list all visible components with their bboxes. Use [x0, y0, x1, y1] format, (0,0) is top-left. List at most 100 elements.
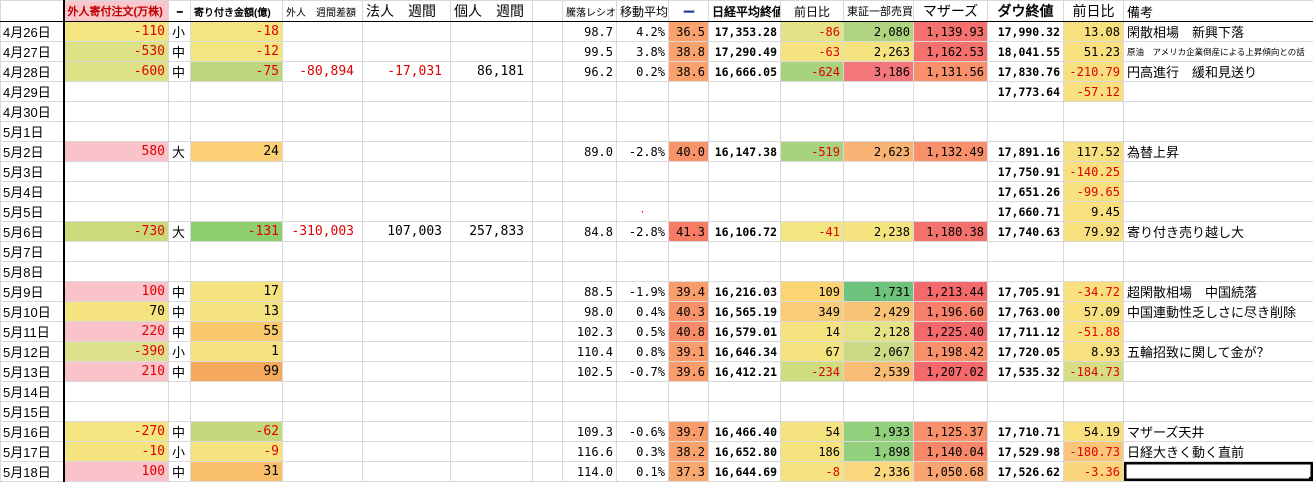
cell-size[interactable]: 大 [169, 222, 191, 242]
cell-mothers[interactable]: 1,131.56 [914, 62, 988, 82]
cell-cweek[interactable] [363, 182, 451, 202]
cell-fweek[interactable]: -80,894 [283, 62, 363, 82]
cell-size[interactable]: 中 [169, 362, 191, 382]
cell-tse[interactable]: 3,186 [844, 62, 914, 82]
cell-fweek[interactable] [283, 442, 363, 462]
cell-ratio[interactable]: 89.0 [563, 142, 617, 162]
cell-forder[interactable]: 220 [64, 322, 169, 342]
cell-remark[interactable] [1124, 102, 1313, 122]
cell-oamt[interactable] [191, 382, 283, 402]
cell-remark[interactable] [1124, 242, 1313, 262]
cell-sp[interactable] [533, 142, 563, 162]
cell-cweek[interactable] [363, 282, 451, 302]
cell-cweek[interactable] [363, 162, 451, 182]
cell-tse[interactable]: 2,623 [844, 142, 914, 162]
cell-ma[interactable]: 4.2% [617, 22, 669, 42]
cell-nikkei[interactable]: 16,652.80 [709, 442, 781, 462]
cell-dow[interactable] [988, 102, 1064, 122]
cell-dow[interactable]: 17,763.00 [988, 302, 1064, 322]
col-header-remark[interactable]: 備考 [1124, 1, 1313, 22]
cell-iweek[interactable] [451, 282, 533, 302]
cell-dchg[interactable]: 117.52 [1064, 142, 1124, 162]
cell-sp[interactable] [533, 442, 563, 462]
cell-date[interactable]: 5月15日 [1, 402, 64, 422]
cell-dchg[interactable]: 13.08 [1064, 22, 1124, 42]
cell-size[interactable] [169, 102, 191, 122]
cell-tse[interactable]: 2,080 [844, 22, 914, 42]
cell-ratio[interactable]: 102.3 [563, 322, 617, 342]
cell-oamt[interactable]: 99 [191, 362, 283, 382]
cell-date[interactable]: 5月9日 [1, 282, 64, 302]
cell-fweek[interactable] [283, 182, 363, 202]
cell-mothers[interactable]: 1,139.93 [914, 22, 988, 42]
cell-dchg[interactable] [1064, 402, 1124, 422]
cell-dow[interactable]: 17,651.26 [988, 182, 1064, 202]
cell-rsi[interactable]: 38.6 [669, 62, 709, 82]
cell-mothers[interactable]: 1,196.60 [914, 302, 988, 322]
cell-nikkei[interactable]: 16,646.34 [709, 342, 781, 362]
cell-dow[interactable]: 17,705.91 [988, 282, 1064, 302]
cell-sp[interactable] [533, 62, 563, 82]
cell-cweek[interactable] [363, 302, 451, 322]
cell-sp[interactable] [533, 282, 563, 302]
cell-forder[interactable]: 580 [64, 142, 169, 162]
cell-mothers[interactable] [914, 182, 988, 202]
cell-date[interactable]: 5月10日 [1, 302, 64, 322]
cell-rsi[interactable]: 39.1 [669, 342, 709, 362]
cell-remark[interactable] [1124, 382, 1313, 402]
col-header-mothers[interactable]: マザーズ [914, 1, 988, 22]
cell-nchg[interactable] [781, 202, 844, 222]
cell-forder[interactable]: -10 [64, 442, 169, 462]
cell-rsi[interactable]: 39.7 [669, 422, 709, 442]
cell-forder[interactable] [64, 402, 169, 422]
cell-date[interactable]: 5月13日 [1, 362, 64, 382]
cell-fweek[interactable] [283, 382, 363, 402]
cell-ratio[interactable] [563, 382, 617, 402]
cell-ratio[interactable]: 102.5 [563, 362, 617, 382]
cell-ma[interactable] [617, 82, 669, 102]
cell-dchg[interactable]: -210.79 [1064, 62, 1124, 82]
cell-date[interactable]: 5月2日 [1, 142, 64, 162]
cell-remark[interactable]: 五輪招致に関して金が？ [1124, 342, 1313, 362]
cell-sp[interactable] [533, 462, 563, 482]
cell-rsi[interactable] [669, 182, 709, 202]
cell-sp[interactable] [533, 242, 563, 262]
cell-nchg[interactable]: 109 [781, 282, 844, 302]
cell-remark[interactable]: 寄り付き売り越し大 [1124, 222, 1313, 242]
cell-iweek[interactable] [451, 402, 533, 422]
cell-size[interactable]: 中 [169, 462, 191, 482]
cell-forder[interactable] [64, 242, 169, 262]
cell-date[interactable]: 4月29日 [1, 82, 64, 102]
cell-dchg[interactable]: -140.25 [1064, 162, 1124, 182]
cell-remark[interactable]: 超閑散相場 中国続落 [1124, 282, 1313, 302]
cell-oamt[interactable]: 17 [191, 282, 283, 302]
cell-dchg[interactable]: 54.19 [1064, 422, 1124, 442]
cell-dow[interactable]: 17,711.12 [988, 322, 1064, 342]
cell-sp[interactable] [533, 162, 563, 182]
cell-dchg[interactable]: 57.09 [1064, 302, 1124, 322]
cell-nikkei[interactable]: 16,579.01 [709, 322, 781, 342]
cell-nikkei[interactable] [709, 182, 781, 202]
cell-ma[interactable]: 0.1% [617, 462, 669, 482]
cell-sp[interactable] [533, 82, 563, 102]
cell-cweek[interactable] [363, 462, 451, 482]
cell-ma[interactable] [617, 182, 669, 202]
cell-oamt[interactable] [191, 162, 283, 182]
cell-tse[interactable] [844, 262, 914, 282]
cell-remark[interactable] [1124, 82, 1313, 102]
cell-cweek[interactable] [363, 342, 451, 362]
cell-nchg[interactable]: -86 [781, 22, 844, 42]
cell-cweek[interactable] [363, 382, 451, 402]
cell-rsi[interactable] [669, 82, 709, 102]
cell-size[interactable]: 小 [169, 342, 191, 362]
cell-nikkei[interactable]: 16,565.19 [709, 302, 781, 322]
cell-size[interactable]: 中 [169, 42, 191, 62]
cell-ratio[interactable]: 114.0 [563, 462, 617, 482]
cell-forder[interactable] [64, 82, 169, 102]
cell-dchg[interactable] [1064, 382, 1124, 402]
cell-date[interactable]: 4月26日 [1, 22, 64, 42]
cell-size[interactable] [169, 382, 191, 402]
cell-ratio[interactable] [563, 102, 617, 122]
cell-forder[interactable] [64, 122, 169, 142]
cell-mothers[interactable]: 1,180.38 [914, 222, 988, 242]
